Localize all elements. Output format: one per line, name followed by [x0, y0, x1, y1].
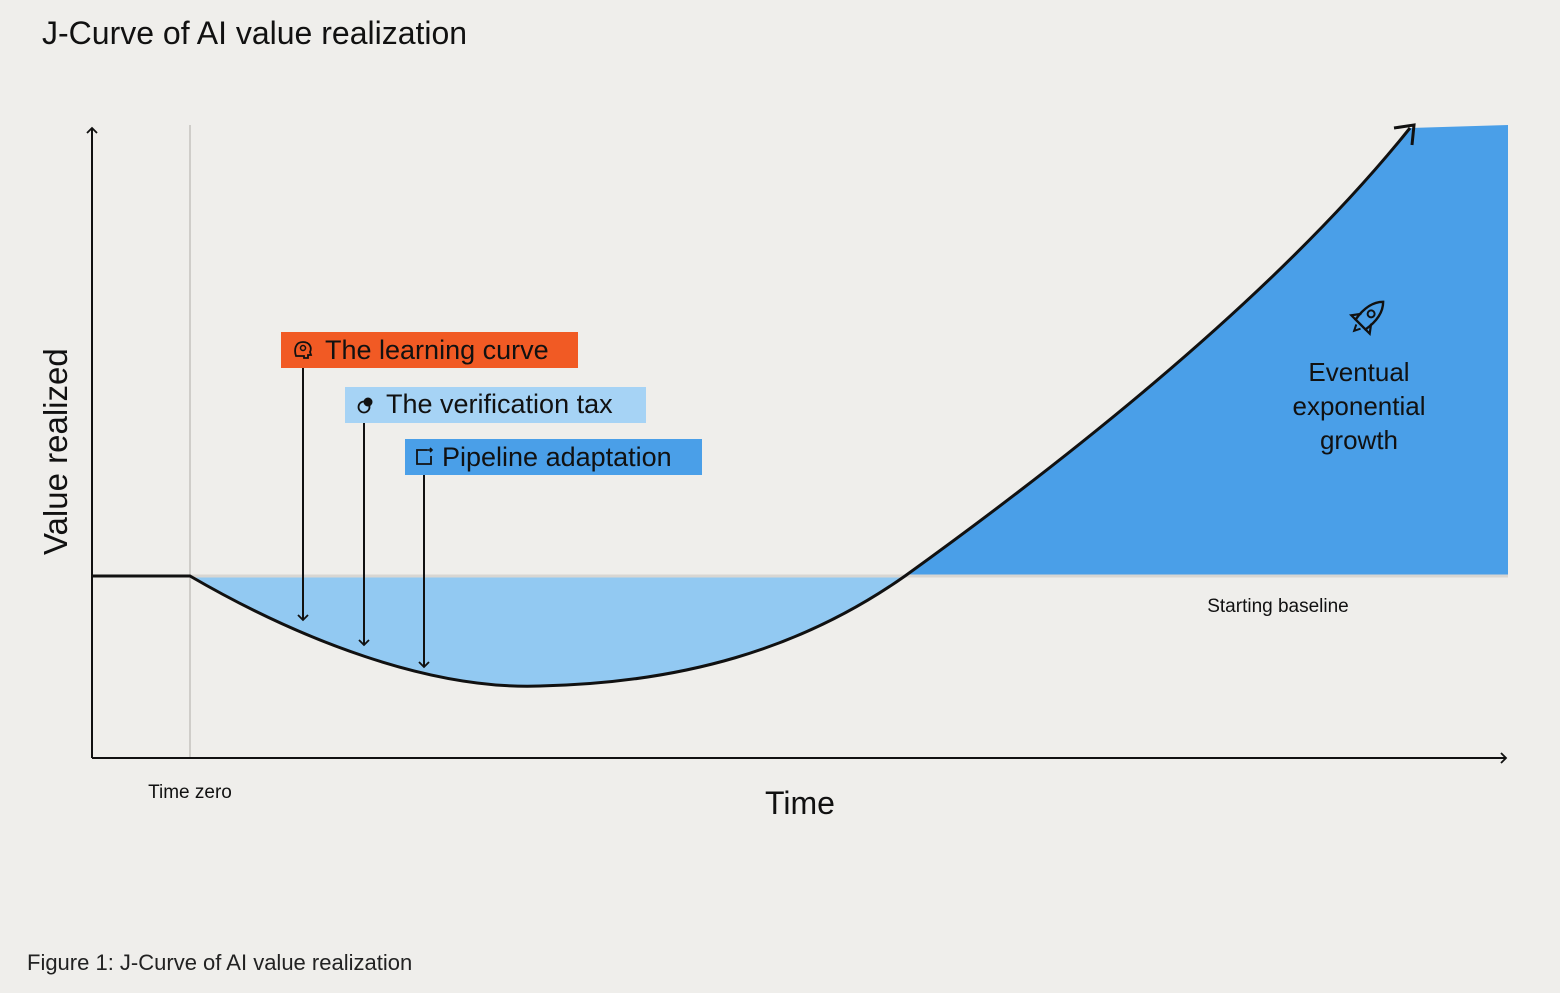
growth-line-2: exponential — [1293, 391, 1426, 421]
rocket-icon — [1348, 300, 1385, 337]
starting-baseline-label: Starting baseline — [1207, 596, 1349, 617]
tag-pipeline-adaptation: Pipeline adaptation — [405, 439, 702, 475]
tag-learning-curve-label: The learning curve — [325, 335, 549, 365]
x-axis-label: Time — [765, 785, 835, 821]
tag-pipeline-adaptation-label: Pipeline adaptation — [442, 442, 672, 472]
figure-caption: Figure 1: J-Curve of AI value realizatio… — [27, 950, 412, 975]
tag-verification-tax-label: The verification tax — [386, 389, 613, 419]
tag-pipeline-adaptation-box — [405, 439, 702, 475]
tag-verification-tax: The verification tax — [345, 387, 646, 423]
tag-learning-curve-box — [281, 332, 578, 368]
pipeline-icon — [416, 447, 434, 465]
curve-arrowhead — [1393, 123, 1416, 146]
growth-line-3: growth — [1320, 425, 1398, 455]
j-curve-line — [92, 127, 1412, 688]
time-zero-label: Time zero — [148, 782, 232, 803]
brain-head-icon — [294, 341, 313, 359]
dip-region — [190, 576, 905, 687]
diagram-title: J-Curve of AI value realization — [42, 15, 467, 51]
verification-icon — [357, 397, 373, 414]
growth-line-1: Eventual — [1308, 357, 1409, 387]
tag-learning-curve: The learning curve — [281, 332, 578, 368]
y-axis-label: Value realized — [37, 348, 74, 555]
tag-verification-tax-box — [345, 387, 646, 423]
